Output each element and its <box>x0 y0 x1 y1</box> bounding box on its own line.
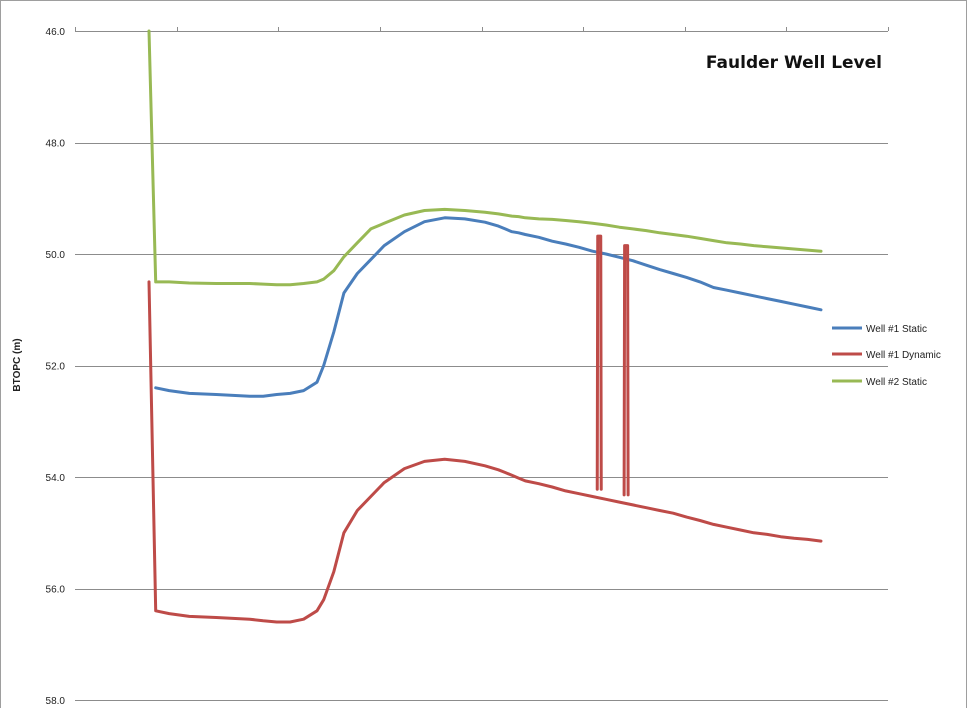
series-line-well-2-static <box>147 29 823 287</box>
y-tick-label: 48.0 <box>46 139 66 150</box>
legend-label: Well #1 Dynamic <box>866 350 941 361</box>
y-tick-label: 46.0 <box>46 27 66 38</box>
y-axis-tick-labels: 46.0 48.0 50.0 52.0 54.0 56.0 58.0 <box>46 27 66 707</box>
series-group <box>147 29 823 624</box>
dynamic-spike <box>595 234 603 491</box>
x-axis-ticks <box>75 27 889 31</box>
dynamic-spike <box>622 244 630 497</box>
y-tick-label: 50.0 <box>46 250 66 261</box>
y-axis-label: BTOPC (m) <box>12 338 23 391</box>
legend-label: Well #2 Static <box>866 377 927 388</box>
legend-label: Well #1 Static <box>866 324 927 335</box>
legend: Well #1 Static Well #1 Dynamic Well #2 Sta… <box>832 324 941 388</box>
y-tick-label: 54.0 <box>46 473 66 484</box>
chart-title: Faulder Well Level <box>706 53 882 73</box>
y-tick-label: 58.0 <box>46 696 66 707</box>
gridlines <box>75 31 888 701</box>
series-line-well-1-dynamic <box>147 280 823 624</box>
series-line-well-1-static <box>154 216 823 398</box>
y-tick-label: 56.0 <box>46 585 66 596</box>
y-tick-label: 52.0 <box>46 362 66 373</box>
